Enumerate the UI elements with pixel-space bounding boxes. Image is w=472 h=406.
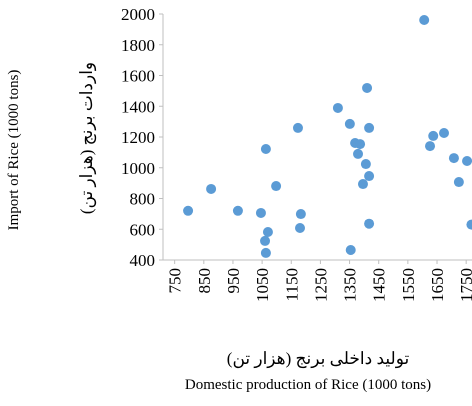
plot-area xyxy=(183,14,472,258)
x-tick-label: 1250 xyxy=(311,268,330,302)
point xyxy=(271,181,282,192)
x-axis-title-fa: تولید داخلی برنج (هزار تن) xyxy=(227,349,410,369)
y-tick-label: 400 xyxy=(130,251,156,270)
y-tick-label: 1000 xyxy=(121,159,155,178)
point xyxy=(364,171,375,182)
point xyxy=(364,218,375,229)
point xyxy=(255,207,266,218)
point xyxy=(466,219,472,230)
point xyxy=(206,183,217,194)
x-tick-label: 1750 xyxy=(457,268,472,302)
point xyxy=(183,205,194,216)
point xyxy=(360,159,371,170)
x-tick-label: 1550 xyxy=(399,268,418,302)
point xyxy=(260,143,271,154)
point xyxy=(448,153,459,164)
x-tick-label: 1350 xyxy=(341,268,360,302)
x-tick-label: 750 xyxy=(166,268,185,294)
point xyxy=(345,245,356,256)
point xyxy=(355,139,366,150)
y-tick-label: 1800 xyxy=(121,36,155,55)
point xyxy=(453,177,464,188)
point xyxy=(260,247,271,258)
point xyxy=(419,14,430,25)
y-axis-title: Import of Rice (1000 tons) xyxy=(6,70,22,231)
point xyxy=(439,128,450,139)
y-tick-label: 2000 xyxy=(121,5,155,24)
point xyxy=(332,102,343,113)
point xyxy=(462,155,472,166)
y-tick-label: 600 xyxy=(130,220,156,239)
y-tick-label: 1400 xyxy=(121,97,155,116)
y-axis-title-fa: واردات برنج (هزار تن) xyxy=(77,62,97,214)
point xyxy=(292,122,303,133)
x-axis-title: Domestic production of Rice (1000 tons) xyxy=(185,377,431,393)
point xyxy=(425,141,436,152)
point xyxy=(428,130,439,141)
point xyxy=(353,148,364,159)
point xyxy=(260,235,271,246)
point xyxy=(262,227,273,238)
point xyxy=(357,179,368,190)
point xyxy=(362,82,373,93)
y-tick-label: 1200 xyxy=(121,128,155,147)
x-tick-label: 1650 xyxy=(428,268,447,302)
point xyxy=(364,122,375,133)
point xyxy=(344,118,355,129)
point xyxy=(232,205,243,216)
point xyxy=(295,223,306,234)
x-tick-label: 950 xyxy=(224,268,243,294)
x-tick-label: 850 xyxy=(195,268,214,294)
point xyxy=(295,209,306,220)
x-tick-label: 1150 xyxy=(282,268,301,301)
x-tick-label: 1050 xyxy=(253,268,272,302)
y-tick-label: 800 xyxy=(130,190,156,209)
y-tick-label: 1600 xyxy=(121,67,155,86)
x-tick-label: 1450 xyxy=(370,268,389,302)
